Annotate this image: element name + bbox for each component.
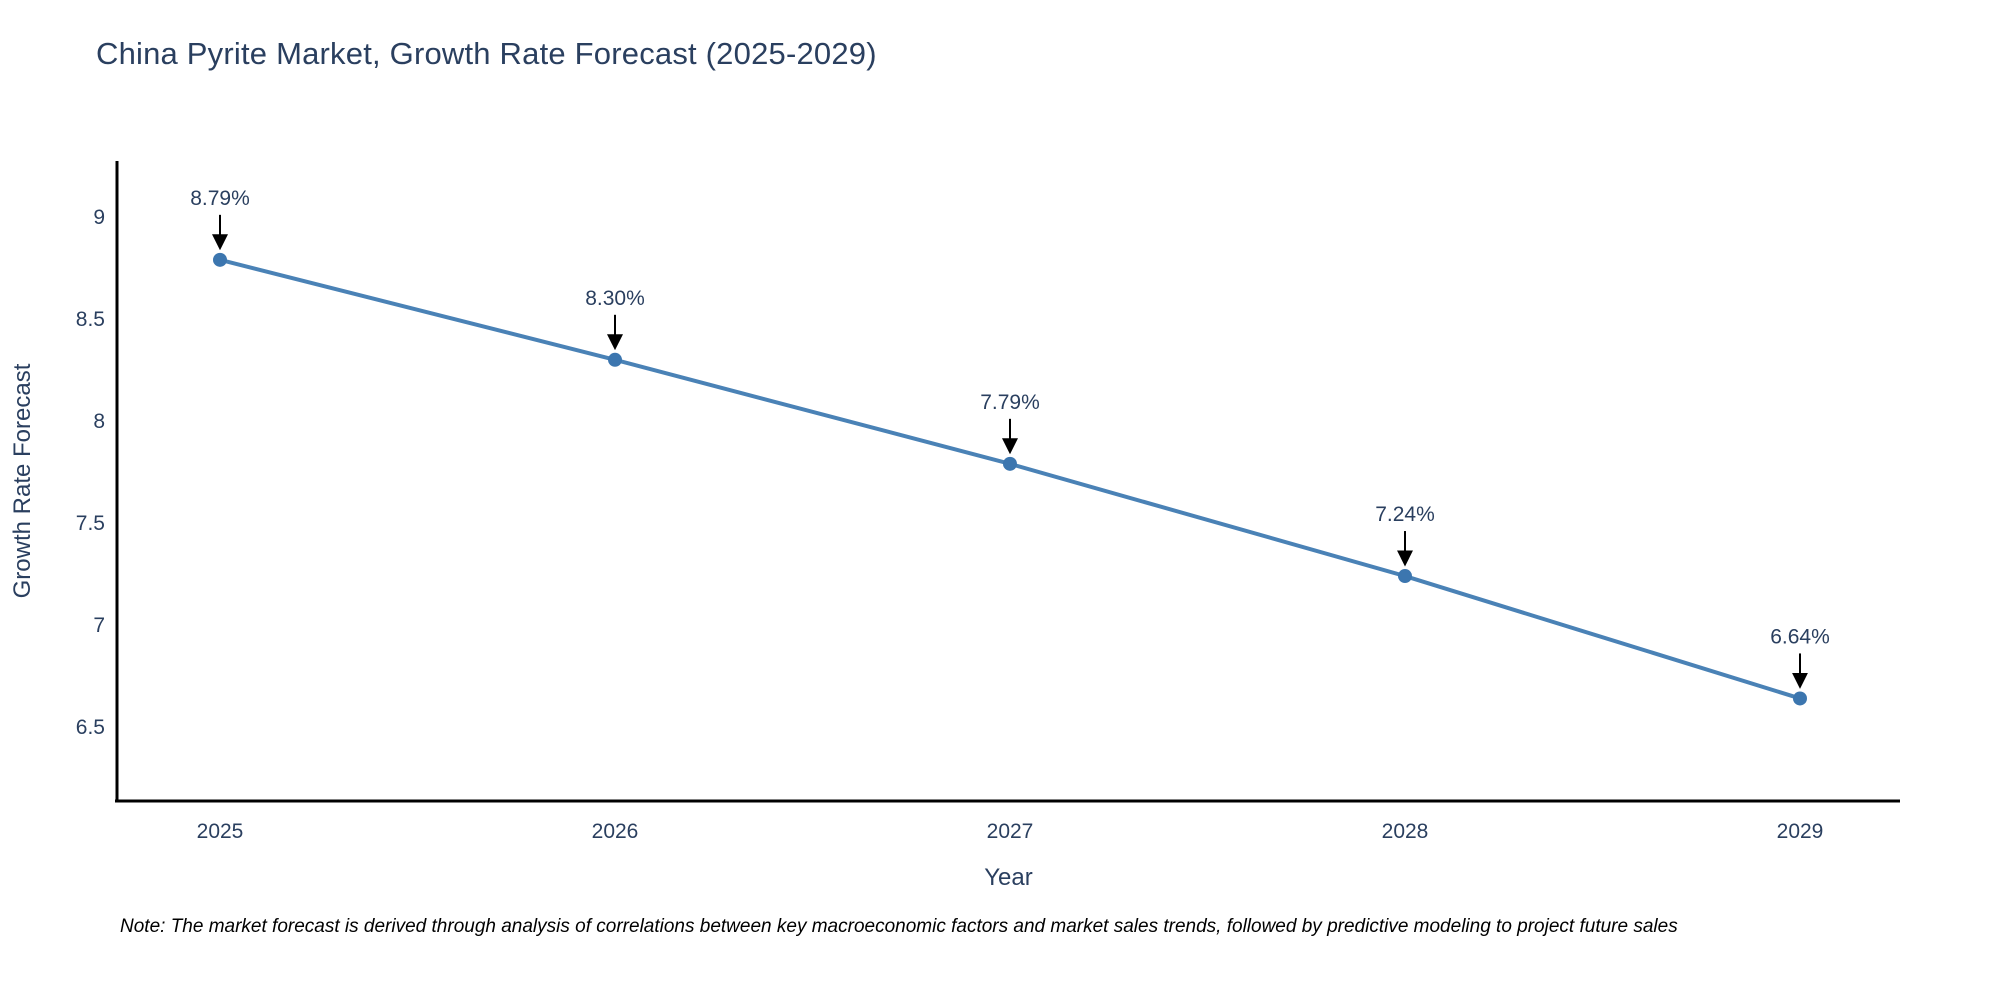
x-tick-label: 2027 xyxy=(987,820,1034,843)
point-value-label: 6.64% xyxy=(1770,625,1830,648)
x-tick-label: 2029 xyxy=(1777,820,1824,843)
data-point-marker xyxy=(213,252,227,267)
point-value-label: 7.24% xyxy=(1375,503,1435,526)
y-tick-label: 6.5 xyxy=(76,716,105,739)
trend-line xyxy=(218,257,1802,701)
data-series xyxy=(213,252,1807,706)
point-value-label: 8.30% xyxy=(585,287,645,310)
chart-title: China Pyrite Market, Growth Rate Forecas… xyxy=(96,36,877,71)
axes: 9 8.5 8 7.5 7 6.5 2025 2026 2027 2028 2029 Growth R… xyxy=(9,161,1900,891)
y-axis-title: Growth Rate Forecast xyxy=(9,363,36,598)
y-tick-label: 7.5 xyxy=(76,512,105,535)
y-tick-label: 8.5 xyxy=(76,308,105,331)
y-tick-label: 8 xyxy=(93,410,105,433)
point-value-label: 8.79% xyxy=(190,187,250,210)
x-axis-title: Year xyxy=(984,864,1033,891)
point-annotations: 8.79% 8.30% 7.79% 7.24% 6.64% xyxy=(190,187,1830,689)
x-tick-label: 2028 xyxy=(1382,820,1429,843)
data-point-marker xyxy=(1398,569,1412,584)
point-value-label: 7.79% xyxy=(980,391,1040,414)
y-tick-label: 7 xyxy=(93,614,105,637)
x-tick-label: 2025 xyxy=(197,820,244,843)
y-tick-label: 9 xyxy=(93,206,105,229)
data-point-marker xyxy=(608,352,622,367)
footnote-text: Note: The market forecast is derived thr… xyxy=(120,916,1678,937)
data-point-marker xyxy=(1003,456,1017,471)
data-point-marker xyxy=(1793,691,1807,706)
x-tick-label: 2026 xyxy=(592,820,639,843)
